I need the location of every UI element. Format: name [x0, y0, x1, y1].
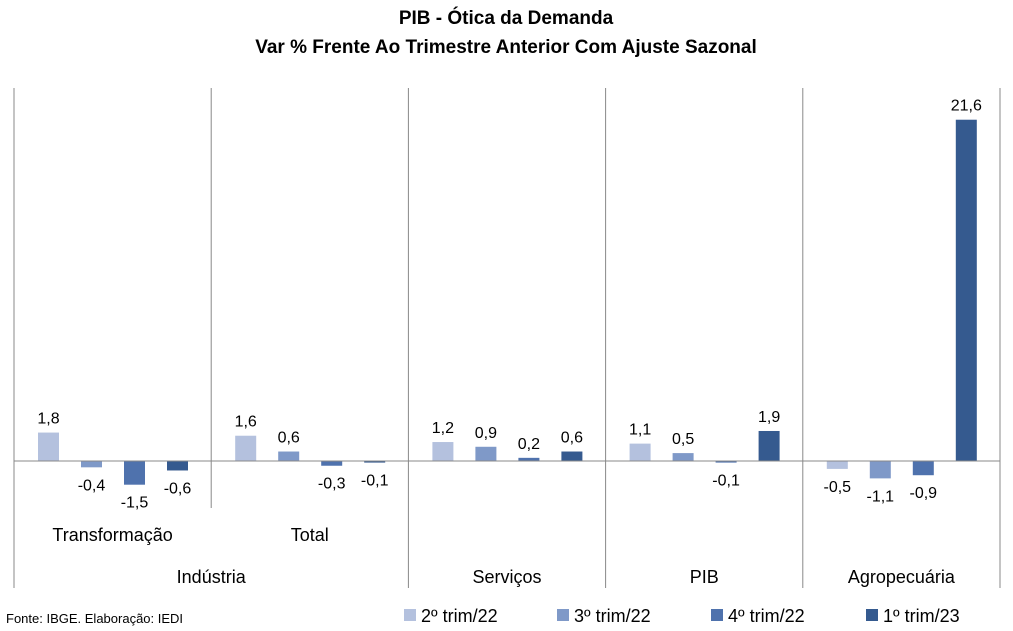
data-label: 1,8 [37, 411, 59, 428]
data-label: -0,1 [361, 473, 389, 490]
bar-4-1 [167, 461, 188, 471]
legend-entry: 2º trim/22 [421, 606, 498, 626]
data-label: 0,5 [672, 431, 694, 448]
data-label: -0,1 [712, 473, 740, 490]
bar-4-3 [561, 451, 583, 461]
bar-3-1 [124, 461, 145, 485]
data-label: 1,2 [432, 420, 454, 437]
legend-entry: 4º trim/22 [728, 606, 805, 626]
bar-1-2 [235, 435, 257, 461]
data-label: 1,1 [629, 422, 651, 439]
plot-area: 1,8 1,6 1,2 1,1 -0,5 -0,4 0,6 0,9 0,5 -1,1 -1,5 -0,… [37, 98, 982, 512]
legend: 2º trim/22 3º trim/22 4º trim/22 1º trim/23 [404, 606, 960, 626]
bar-2-2 [278, 451, 300, 461]
legend-entry: 1º trim/23 [883, 606, 960, 626]
legend-swatch [557, 609, 569, 621]
data-label: -0,3 [318, 476, 346, 493]
data-label: -1,1 [867, 488, 895, 505]
bar-2-5 [869, 461, 891, 479]
data-label: 0,9 [475, 425, 497, 442]
data-label: -1,5 [121, 495, 149, 512]
bar-1-5 [826, 461, 848, 469]
group-label: Indústria [177, 567, 247, 587]
bar-2-3 [475, 446, 497, 461]
chart-subtitle: Var % Frente Ao Trimestre Anterior Com A… [255, 37, 757, 58]
chart-title: PIB - Ótica da Demanda [399, 7, 614, 29]
data-label: -0,9 [910, 485, 938, 502]
bar-2-4 [672, 453, 694, 461]
bar-4-2 [364, 461, 386, 463]
bar-3-4 [715, 461, 737, 463]
data-label: -0,6 [164, 480, 192, 497]
bar-1-3 [432, 442, 454, 461]
legend-entry: 3º trim/22 [574, 606, 651, 626]
data-label: -0,5 [824, 479, 852, 496]
bar-4-4 [758, 430, 780, 461]
subcategory-label: Transformação [52, 525, 172, 545]
data-label: 1,6 [235, 414, 257, 431]
data-label: 0,2 [518, 436, 540, 453]
group-label: Serviços [472, 567, 541, 587]
data-label: 1,9 [758, 409, 780, 426]
bar-1-1 [38, 432, 59, 461]
data-label: 21,6 [951, 98, 982, 115]
subcategory-label: Total [291, 525, 329, 545]
group-label: PIB [690, 567, 719, 587]
bar-1-4 [629, 443, 651, 461]
legend-swatch [866, 609, 878, 621]
data-label: -0,4 [78, 477, 106, 494]
legend-swatch [404, 609, 416, 621]
bar-3-2 [321, 461, 343, 466]
bar-4-5 [955, 119, 977, 461]
data-label: 0,6 [561, 430, 583, 447]
data-label: 0,6 [278, 430, 300, 447]
bar-3-3 [518, 457, 540, 461]
legend-swatch [711, 609, 723, 621]
group-label: Agropecuária [848, 567, 956, 587]
category-axis: Transformação Total Indústria Serviços PIB Ag… [13, 88, 1001, 588]
source-note: Fonte: IBGE. Elaboração: IEDI [6, 611, 183, 626]
bar-3-5 [912, 461, 934, 476]
bar-2-1 [81, 461, 102, 468]
